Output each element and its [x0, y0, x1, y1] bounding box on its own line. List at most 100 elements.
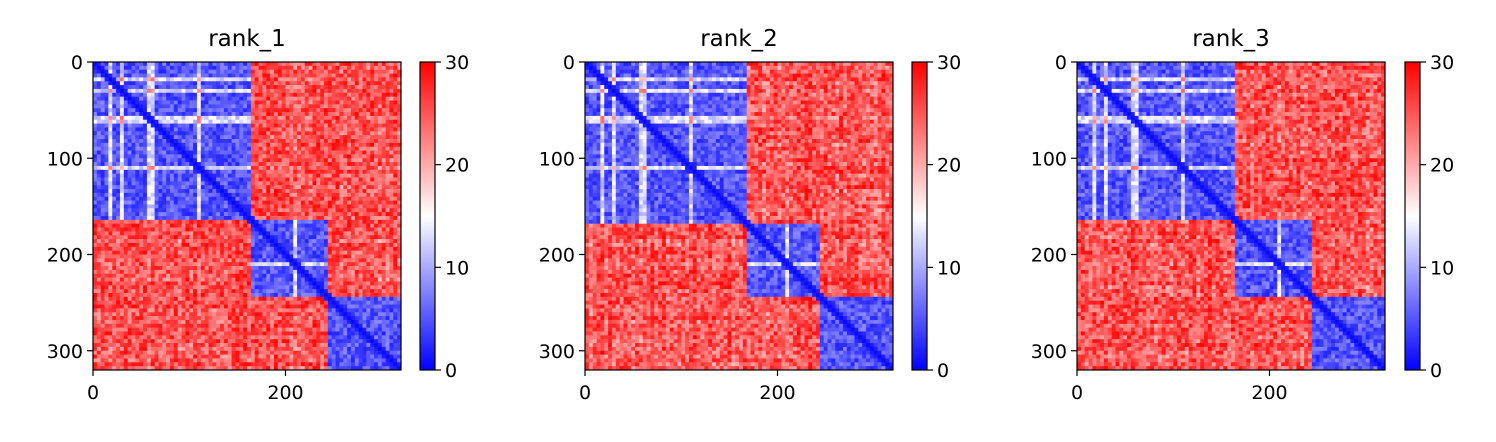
heatmap-cell: [243, 77, 248, 82]
heatmap-cell: [185, 154, 190, 159]
heatmap-cell: [374, 135, 379, 140]
heatmap-cell: [208, 281, 213, 286]
heatmap-cell: [350, 196, 356, 201]
heatmap-cell: [227, 115, 232, 121]
heatmap-cell: [297, 231, 302, 236]
heatmap-cell: [231, 158, 236, 163]
heatmap-cell: [374, 108, 379, 113]
heatmap-cell: [227, 119, 232, 124]
heatmap-cell: [339, 154, 344, 159]
heatmap-cell: [381, 73, 386, 78]
heatmap-cell: [235, 227, 240, 232]
heatmap-cell: [350, 173, 356, 178]
heatmap-cell: [247, 293, 252, 298]
heatmap-cell: [239, 165, 244, 171]
heatmap-cell: [204, 92, 209, 97]
heatmap-cell: [304, 266, 309, 271]
heatmap-cell: [312, 158, 317, 163]
heatmap-cell: [185, 266, 190, 271]
heatmap-cell: [154, 254, 159, 259]
heatmap-cell: [139, 108, 144, 113]
heatmap-cell: [316, 219, 321, 225]
heatmap-cell: [343, 88, 348, 94]
heatmap-cell: [397, 242, 402, 248]
heatmap-cell: [204, 73, 209, 78]
heatmap-cell: [204, 269, 209, 275]
heatmap-cell: [185, 254, 190, 259]
heatmap-cell: [127, 135, 132, 140]
heatmap-cell: [177, 246, 182, 251]
heatmap-cell: [216, 92, 221, 97]
heatmap-cell: [108, 192, 113, 198]
heatmap-cell: [381, 185, 386, 190]
heatmap-cell: [389, 65, 394, 71]
heatmap-cell: [289, 289, 294, 294]
heatmap-cell: [293, 239, 298, 244]
heatmap-cell: [270, 88, 275, 94]
heatmap-cell: [347, 150, 352, 155]
heatmap-cell: [177, 177, 182, 182]
heatmap-cell: [231, 112, 236, 117]
heatmap-cell: [216, 88, 221, 94]
heatmap-cell: [397, 296, 402, 302]
heatmap-cell: [150, 142, 155, 148]
heatmap-cell: [112, 104, 117, 109]
heatmap-cell: [312, 92, 317, 97]
heatmap-cell: [308, 242, 313, 248]
heatmap-cell: [343, 235, 348, 240]
heatmap-cell: [204, 100, 209, 105]
heatmap-cell: [220, 85, 225, 90]
heatmap-cell: [127, 223, 132, 228]
heatmap-cell: [331, 96, 336, 101]
heatmap-cell: [150, 96, 155, 101]
heatmap-cell: [343, 158, 348, 163]
heatmap-cell: [189, 158, 194, 163]
heatmap-cell: [266, 177, 271, 182]
heatmap-cell: [270, 96, 275, 101]
heatmap-cell: [143, 242, 148, 248]
heatmap-cell: [189, 127, 194, 132]
heatmap-cell: [193, 212, 198, 217]
heatmap-cell: [185, 85, 190, 90]
heatmap-cell: [208, 239, 213, 244]
heatmap-cell: [104, 200, 109, 205]
heatmap-cell: [100, 96, 105, 101]
heatmap-cell: [377, 139, 383, 144]
heatmap-cell: [158, 189, 163, 194]
heatmap-cell: [93, 246, 98, 251]
heatmap-cell: [293, 108, 298, 113]
heatmap-cell: [166, 196, 171, 201]
heatmap-cell: [143, 200, 148, 205]
heatmap-cell: [327, 293, 333, 298]
heatmap-cell: [204, 246, 209, 251]
heatmap-cell: [154, 165, 159, 171]
heatmap-cell: [135, 88, 140, 94]
heatmap-cell: [100, 258, 105, 263]
heatmap-cell: [381, 100, 386, 105]
heatmap-cell: [100, 250, 105, 255]
heatmap-cell: [270, 127, 275, 132]
heatmap-cell: [316, 123, 321, 128]
heatmap-cell: [119, 81, 125, 86]
heatmap-cell: [170, 216, 175, 221]
heatmap-cell: [366, 142, 371, 148]
heatmap-cell: [370, 273, 375, 278]
heatmap-cell: [235, 92, 240, 97]
heatmap-cell: [324, 246, 329, 251]
heatmap-cell: [131, 192, 136, 198]
heatmap-cell: [131, 235, 136, 240]
heatmap-cell: [112, 85, 117, 90]
heatmap-cell: [254, 242, 259, 248]
heatmap-cell: [200, 296, 205, 302]
heatmap-cell: [247, 115, 252, 121]
heatmap-cell: [150, 262, 155, 267]
heatmap-cell: [181, 208, 186, 213]
heatmap-cell: [312, 100, 317, 105]
heatmap-cell: [235, 262, 240, 267]
heatmap-cell: [324, 250, 329, 255]
heatmap-cell: [277, 204, 282, 209]
heatmap-cell: [370, 212, 375, 217]
heatmap-cell: [374, 69, 379, 74]
heatmap-cell: [347, 165, 352, 171]
heatmap-cell: [177, 85, 182, 90]
